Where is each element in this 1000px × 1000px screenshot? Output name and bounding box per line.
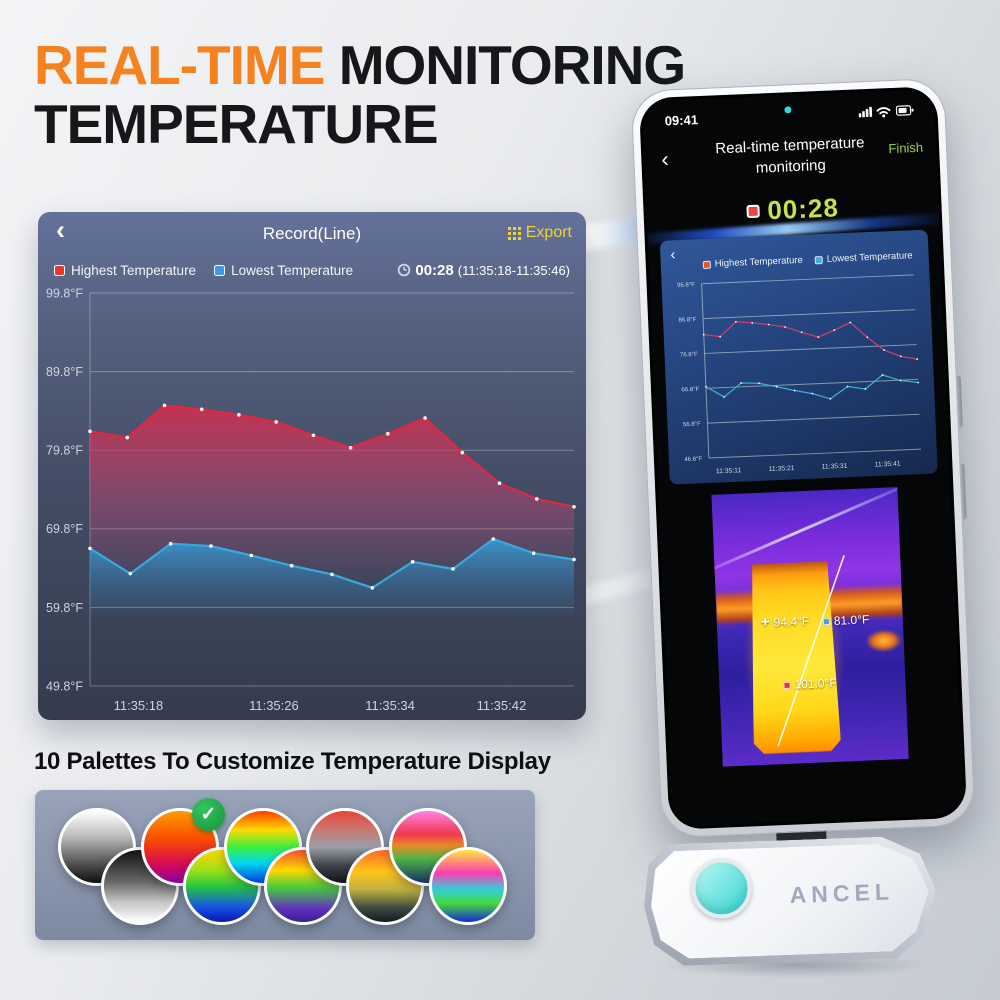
- export-button[interactable]: Export: [507, 224, 572, 242]
- finish-button[interactable]: Finish: [888, 139, 924, 157]
- svg-text:86.8°F: 86.8°F: [678, 317, 696, 324]
- phone-screen: 09:41: [641, 89, 965, 827]
- legend-lowest-label: Lowest Temperature: [826, 250, 913, 265]
- page-title: REAL-TIME MONITORING TEMPERATURE: [34, 34, 686, 155]
- svg-text:46.8°F: 46.8°F: [684, 456, 702, 463]
- record-time: 00:28 (11:35:18-11:35:46): [397, 262, 570, 279]
- svg-text:11:35:18: 11:35:18: [114, 698, 164, 713]
- lowest-swatch: [814, 255, 823, 264]
- camera-dot-icon: [784, 106, 792, 114]
- highest-swatch: [54, 264, 65, 276]
- duration: 00:28: [415, 261, 454, 279]
- status-icons: [858, 105, 914, 118]
- record-panel: ‹ Record(Line) Export Highest Temperatur…: [38, 212, 586, 720]
- red-square-marker-icon: [783, 681, 791, 689]
- legend-lowest: Lowest Temperature: [214, 263, 353, 278]
- back-icon[interactable]: ‹: [660, 146, 670, 172]
- app-title: Real-time temperature monitoring: [644, 129, 938, 183]
- svg-text:11:35:42: 11:35:42: [477, 698, 527, 713]
- signal-icon: [858, 106, 873, 118]
- svg-text:11:35:11: 11:35:11: [716, 467, 742, 475]
- wifi-icon: [876, 107, 891, 118]
- temp-label: 81.0°F: [833, 612, 870, 629]
- svg-text:89.8°F: 89.8°F: [46, 365, 83, 379]
- measure-line: [777, 555, 845, 747]
- page-title-rest: MONITORING: [324, 34, 686, 96]
- palette-panel: ✓: [35, 790, 535, 940]
- svg-text:11:35:41: 11:35:41: [875, 461, 901, 469]
- record-header: ‹ Record(Line) Export: [38, 212, 586, 256]
- svg-text:66.8°F: 66.8°F: [681, 387, 699, 394]
- export-label: Export: [525, 224, 572, 241]
- temp-label: 94.4°F: [773, 613, 810, 630]
- svg-text:96.8°F: 96.8°F: [677, 282, 695, 289]
- svg-text:11:35:34: 11:35:34: [365, 698, 415, 713]
- status-bar: 09:41: [642, 89, 935, 137]
- battery-icon: [895, 105, 914, 116]
- temp-label: 101.0°F: [794, 676, 837, 692]
- selected-check-icon: ✓: [192, 798, 225, 831]
- svg-text:99.8°F: 99.8°F: [46, 286, 83, 300]
- page-title-accent: REAL-TIME: [34, 34, 325, 96]
- svg-text:11:35:26: 11:35:26: [249, 698, 299, 713]
- temp-reading-center: + 94.4°F: [760, 613, 810, 632]
- brand-logo: ANCEL: [789, 878, 895, 909]
- legend-highest: Highest Temperature: [54, 263, 196, 278]
- svg-text:11:35:31: 11:35:31: [822, 463, 848, 471]
- page-title-line2: TEMPERATURE: [34, 92, 439, 155]
- highest-swatch: [702, 260, 712, 269]
- palettes-title: 10 Palettes To Customize Temperature Dis…: [34, 748, 551, 775]
- record-title: Record(Line): [262, 224, 362, 243]
- lowest-swatch: [214, 264, 226, 276]
- time-range: (11:35:18-11:35:46): [457, 262, 570, 278]
- temp-reading-cold: 81.0°F: [822, 612, 870, 629]
- phone: 09:41: [630, 77, 976, 839]
- record-indicator-icon: [746, 204, 760, 218]
- phone-mini-chart: 96.8°F 86.8°F 76.8°F 66.8°F 56.8°F 46.8°F 11:3…: [677, 274, 921, 475]
- legend-highest-label: Highest Temperature: [71, 262, 197, 278]
- svg-text:49.8°F: 49.8°F: [46, 679, 83, 693]
- legend-lowest-label: Lowest Temperature: [231, 262, 354, 278]
- export-grid-icon: [507, 226, 521, 240]
- svg-text:59.8°F: 59.8°F: [46, 601, 83, 615]
- svg-text:69.8°F: 69.8°F: [46, 522, 83, 536]
- record-legend: Highest Temperature Lowest Temperature 0…: [38, 256, 586, 284]
- temp-reading-hot: 101.0°F: [783, 676, 837, 692]
- back-icon[interactable]: ‹: [670, 246, 676, 264]
- back-icon[interactable]: ‹: [56, 215, 65, 245]
- svg-text:79.8°F: 79.8°F: [46, 444, 83, 458]
- clock-icon: [398, 263, 411, 277]
- status-time: 09:41: [664, 111, 699, 128]
- palette-amber[interactable]: [346, 847, 424, 925]
- svg-text:76.8°F: 76.8°F: [680, 352, 698, 359]
- phone-chart-panel: ‹ Highest Temperature Lowest Temperature: [659, 229, 938, 485]
- phone-bezel: 09:41: [638, 86, 968, 830]
- svg-text:56.8°F: 56.8°F: [683, 422, 701, 429]
- blue-square-marker-icon: [822, 617, 831, 626]
- app-header: ‹ Real-time temperature monitoring Finis…: [643, 125, 937, 197]
- thermal-image: + 94.4°F 81.0°F 101.0°F: [711, 487, 909, 767]
- legend-highest-label: Highest Temperature: [714, 254, 803, 270]
- thermal-camera-dongle: ANCEL: [642, 835, 938, 967]
- cross-marker-icon: +: [760, 613, 770, 632]
- svg-text:11:35:21: 11:35:21: [769, 465, 795, 473]
- phone-frame: 09:41: [630, 77, 976, 839]
- palette-lava[interactable]: [429, 847, 507, 925]
- record-line-chart: 99.8°F 89.8°F 79.8°F 69.8°F 59.8°F 49.8°F 11:3…: [46, 286, 576, 713]
